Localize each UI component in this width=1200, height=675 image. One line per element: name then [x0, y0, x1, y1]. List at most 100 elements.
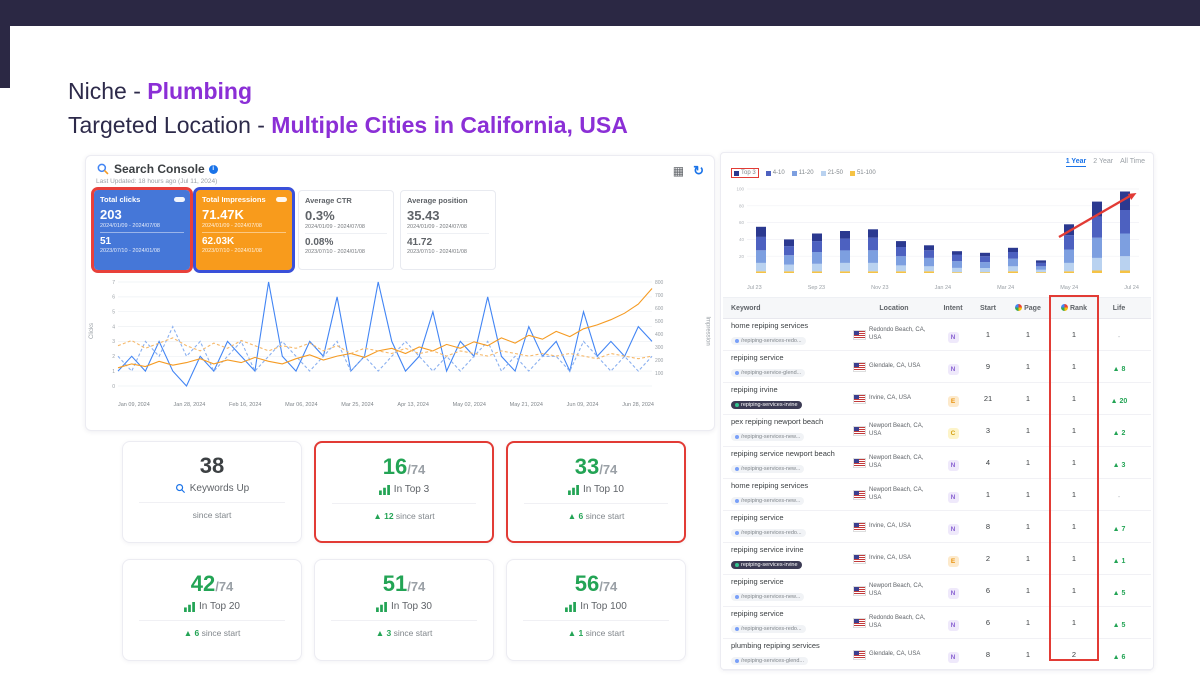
left-accent-bar	[0, 26, 10, 88]
keyword-cell: home repiping services/repiping-services…	[723, 321, 853, 348]
column-header-location[interactable]: Location	[879, 304, 909, 312]
keyword-url-pill[interactable]: /repiping-services-glend...	[731, 657, 808, 665]
svg-text:3: 3	[112, 339, 115, 345]
x-tick-label: Jan 09, 2024	[118, 402, 150, 408]
location-cell: Redondo Beach, CA, USA	[853, 615, 935, 631]
keyword-url-pill[interactable]: /repiping-services-new...	[731, 433, 805, 441]
column-header-rank[interactable]: Rank	[1051, 304, 1097, 312]
keyword-cell: pex repiping newport beach/repiping-serv…	[723, 417, 853, 444]
life-change: ▲ 5	[1097, 582, 1141, 600]
table-row[interactable]: repiping service/repiping-services-new..…	[723, 575, 1151, 607]
table-row[interactable]: home repiping services/repiping-services…	[723, 479, 1151, 511]
metric-card-average-position[interactable]: Average position 35.43 2024/01/09 - 2024/0…	[400, 190, 496, 270]
keyword-url-pill[interactable]: /repiping-services-redo...	[731, 337, 806, 345]
title-line1-prefix: Niche -	[68, 78, 148, 104]
link-icon	[735, 403, 739, 407]
info-icon[interactable]: i	[208, 164, 218, 174]
keyword-url-pill[interactable]: repiping-services-irvine	[731, 401, 802, 409]
divider	[332, 503, 476, 504]
metric-value-previous: 41.72	[407, 237, 433, 248]
table-row[interactable]: repiping irvine repiping-services-irvine I…	[723, 383, 1151, 415]
google-page: 1	[1025, 522, 1031, 531]
keyword-url-pill[interactable]: repiping-services-irvine	[731, 561, 802, 569]
google-rank: 1	[1071, 426, 1077, 435]
svg-text:20: 20	[739, 254, 745, 259]
metric-card-total-impressions[interactable]: Total Impressions 71.47K 2024/01/09 - 2024…	[193, 187, 295, 273]
stat-value: 42/74	[190, 571, 234, 596]
table-row[interactable]: home repiping services/repiping-services…	[723, 319, 1151, 351]
metric-label: Average CTR	[305, 196, 352, 205]
location-cell: Irvine, CA, USA	[853, 521, 935, 532]
metric-range-current: 2024/01/09 - 2024/07/08	[407, 224, 467, 230]
start-rank: 21	[983, 394, 993, 403]
delta-up: ▲ 12	[373, 511, 394, 521]
metric-card-average-ctr[interactable]: Average CTR 0.3% 2024/01/09 - 2024/07/08 0.…	[298, 190, 394, 270]
location-text: Glendale, CA, USA	[869, 362, 921, 369]
stat-card-in-top-10: 33/74 In Top 10 ▲ 6 since start	[506, 441, 686, 543]
divider	[139, 502, 285, 503]
table-row[interactable]: pex repiping newport beach/repiping-serv…	[723, 415, 1151, 447]
toggle-icon[interactable]	[276, 197, 287, 202]
svg-text:2: 2	[112, 354, 115, 360]
table-row[interactable]: plumbing repiping services/repiping-serv…	[723, 639, 1151, 671]
refresh-icon[interactable]: ↻	[693, 163, 704, 178]
legend-item-51-100[interactable]: 51-100	[849, 170, 876, 176]
keyword-url-pill[interactable]: /repiping-services-redo...	[731, 529, 806, 537]
keyword-url-pill[interactable]: /repiping-services-new...	[731, 497, 805, 505]
metric-card-total-clicks[interactable]: Total clicks 203 2024/01/09 - 2024/07/08 51…	[91, 187, 193, 273]
column-header-life[interactable]: Life	[1112, 304, 1126, 312]
column-header-page[interactable]: Page	[1005, 304, 1051, 312]
calendar-icon[interactable]: ▦	[672, 164, 685, 178]
intent-badge: E	[947, 395, 959, 407]
svg-text:7: 7	[112, 280, 115, 286]
us-flag-icon	[853, 489, 866, 500]
legend-item-11-20[interactable]: 11-20	[791, 170, 814, 176]
column-header-keyword[interactable]: Keyword	[731, 304, 761, 312]
legend-swatch	[791, 170, 797, 176]
toggle-icon[interactable]	[174, 197, 185, 202]
link-icon	[735, 435, 739, 439]
x-tick-label: Apr 13, 2024	[397, 402, 429, 408]
google-page: 1	[1025, 650, 1031, 659]
location-text: Irvine, CA, USA	[869, 394, 912, 401]
keyword-url-pill[interactable]: /repiping-services-new...	[731, 465, 805, 473]
stat-label: In Top 20	[123, 601, 301, 612]
rank-bars-icon	[184, 601, 195, 612]
google-rank: 1	[1071, 362, 1077, 371]
us-flag-icon	[853, 393, 866, 404]
tab-all-time[interactable]: All Time	[1120, 158, 1145, 165]
keyword-url-pill[interactable]: /repiping-service-glend...	[731, 369, 806, 377]
legend-item-top-3[interactable]: Top 3	[731, 168, 759, 178]
us-flag-icon	[853, 425, 866, 436]
rank-bars-icon	[378, 484, 390, 495]
divider	[139, 620, 285, 621]
legend-item-21-50[interactable]: 21-50	[820, 170, 843, 176]
keyword-url-pill[interactable]: /repiping-services-new...	[731, 593, 805, 601]
start-rank: 3	[985, 426, 991, 435]
legend-item-4-10[interactable]: 4-10	[765, 170, 785, 176]
gsc-line-chart: 0 1 2 3 4 5 6 7 100 200 300 400 500 600 700 800	[112, 280, 663, 390]
tab-2-year[interactable]: 2 Year	[1093, 158, 1114, 165]
column-header-intent[interactable]: Intent	[943, 304, 963, 312]
us-flag-icon	[853, 585, 866, 596]
svg-text:60: 60	[739, 220, 745, 225]
intent-cell: N	[935, 326, 971, 344]
table-row[interactable]: repiping service/repiping-services-redo.…	[723, 511, 1151, 543]
keyword-cell: repiping service/repiping-services-redo.…	[723, 609, 853, 636]
tab-1-year[interactable]: 1 Year	[1065, 158, 1087, 167]
search-console-title: Search Console	[114, 162, 205, 176]
location-text: Newport Beach, CA, USA	[869, 486, 924, 501]
us-flag-icon	[853, 361, 866, 372]
table-row[interactable]: repiping service newport beach/repiping-…	[723, 447, 1151, 479]
keyword-url-pill[interactable]: /repiping-services-redo...	[731, 625, 806, 633]
divider	[524, 503, 668, 504]
table-row[interactable]: repiping service/repiping-services-redo.…	[723, 607, 1151, 639]
table-row[interactable]: repiping service/repiping-service-glend.…	[723, 351, 1151, 383]
table-row[interactable]: repiping service irvine repiping-services…	[723, 543, 1151, 575]
column-header-start[interactable]: Start	[980, 304, 996, 312]
life-change: -	[1097, 326, 1141, 344]
intent-cell: N	[935, 486, 971, 504]
divider	[331, 620, 477, 621]
location-text: Newport Beach, CA, USA	[869, 582, 924, 597]
google-rank: 1	[1071, 490, 1077, 499]
